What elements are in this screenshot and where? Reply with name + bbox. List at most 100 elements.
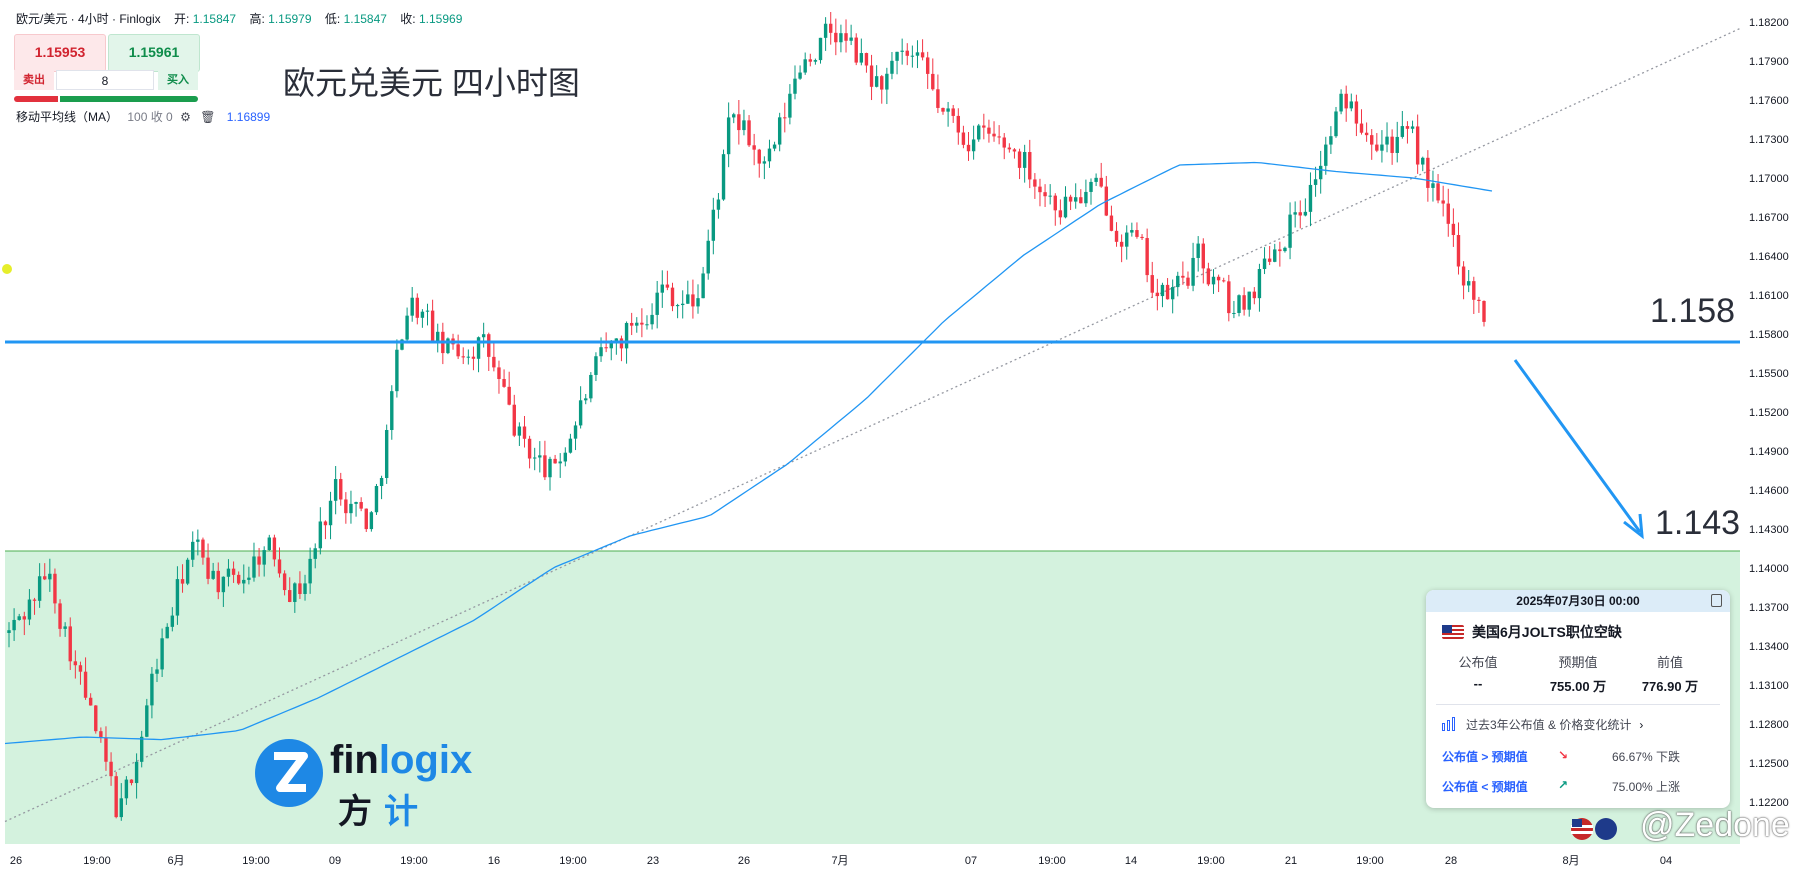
y-tick-label: 1.16700 — [1749, 212, 1789, 224]
candle-body — [456, 344, 460, 357]
candle-body — [502, 379, 506, 387]
currency-flags-icon — [1571, 818, 1617, 840]
candle-body — [272, 537, 277, 560]
settings-icon[interactable]: ⚙ — [180, 110, 191, 124]
candle-body — [1007, 147, 1012, 150]
candle-body — [946, 108, 950, 112]
candle-body — [1324, 144, 1328, 166]
bid-box[interactable]: 1.15953 — [14, 34, 106, 72]
candle-body — [783, 117, 787, 119]
candle-body — [1222, 280, 1226, 282]
candle-body — [1068, 196, 1073, 202]
candle-body — [1237, 295, 1241, 313]
candle-body — [430, 310, 435, 341]
candle-body — [1262, 258, 1267, 269]
candle-body — [691, 294, 695, 307]
candle-body — [1130, 230, 1134, 233]
y-tick-label: 1.13700 — [1749, 602, 1789, 614]
candle-body — [752, 145, 756, 150]
delete-icon[interactable]: 🗑 — [200, 110, 216, 124]
candle-body — [1257, 268, 1262, 299]
x-tick-label: 26 — [738, 855, 750, 867]
quantity-input[interactable]: 8 — [56, 70, 154, 90]
candle-body — [1017, 151, 1022, 168]
candle-body — [1125, 232, 1129, 247]
candle-body — [83, 671, 88, 698]
stats-link[interactable]: 过去3年公布值 & 价格变化统计 › — [1442, 716, 1643, 733]
candle-body — [43, 576, 47, 580]
x-tick-label: 14 — [1125, 855, 1137, 867]
candle-body — [1400, 126, 1405, 137]
candle-body — [895, 51, 899, 61]
clipboard-icon[interactable] — [1711, 594, 1722, 607]
candle-body — [1380, 144, 1384, 151]
candle-body — [446, 338, 450, 354]
candle-body — [553, 458, 557, 464]
candle-body — [604, 347, 608, 349]
candle-body — [1119, 241, 1124, 247]
y-tick-label: 1.15800 — [1749, 329, 1789, 341]
candle-body — [405, 315, 409, 340]
candle-body — [670, 287, 675, 307]
candle-body — [793, 78, 797, 94]
finlogix-logo-icon — [255, 739, 323, 807]
candle-body — [1364, 132, 1369, 136]
candle-body — [1267, 258, 1272, 262]
candle-body — [880, 76, 884, 90]
symbol-label[interactable]: 欧元/美元 · 4小时 · Finlogix — [16, 12, 161, 26]
candle-body — [675, 305, 680, 307]
sell-button[interactable]: 卖出 — [14, 70, 54, 90]
candle-body — [548, 458, 552, 478]
candle-body — [1242, 295, 1246, 310]
candle-body — [527, 438, 532, 459]
y-axis: 1.18200 1.17900 1.17600 1.17300 1.17000 1.167… — [1749, 17, 1789, 809]
candle-body — [997, 136, 1001, 138]
candle-body — [543, 455, 547, 478]
x-tick-label: 26 — [10, 855, 22, 867]
candle-body — [982, 125, 986, 128]
candle-body — [1385, 136, 1389, 145]
ask-box[interactable]: 1.15961 — [108, 34, 200, 72]
candle-body — [1079, 197, 1083, 204]
x-tick-label: 23 — [647, 855, 659, 867]
candle-body — [1370, 135, 1374, 145]
candle-body — [236, 574, 241, 584]
candle-body — [1170, 287, 1175, 300]
buy-button[interactable]: 买入 — [158, 70, 198, 90]
candle-body — [905, 50, 909, 56]
candle-body — [624, 322, 629, 349]
x-tick-label: 16 — [488, 855, 500, 867]
indicator-legend[interactable]: 移动平均线（MA） 100 收 0 ⚙ 🗑 1.16899 — [16, 108, 270, 125]
candle-body — [145, 705, 149, 737]
candle-body — [711, 209, 716, 241]
x-tick-label: 28 — [1445, 855, 1457, 867]
candle-body — [277, 559, 282, 574]
alert-marker-icon[interactable] — [2, 264, 12, 274]
candle-body — [379, 478, 384, 486]
candle-body — [27, 599, 32, 620]
candle-body — [589, 374, 593, 399]
candle-body — [839, 33, 843, 43]
actual-value: -- — [1473, 676, 1483, 691]
economic-event-card[interactable]: 2025年07月30日 00:00 美国6月JOLTS职位空缺 公布值 预期值 … — [1426, 590, 1730, 808]
low-label: 低: — [324, 12, 341, 26]
candle-body — [966, 144, 971, 152]
y-tick-label: 1.16100 — [1749, 290, 1789, 302]
candle-body — [165, 626, 169, 639]
bid-price: 1.15953 — [34, 44, 86, 60]
x-tick-label: 09 — [329, 855, 341, 867]
candle-body — [925, 57, 930, 74]
candle-body — [262, 550, 266, 565]
x-tick-label: 6月 — [167, 855, 184, 867]
candle-body — [665, 284, 670, 288]
candle-body — [890, 60, 894, 74]
candle-body — [992, 133, 996, 137]
candle-body — [1410, 126, 1415, 129]
candle-body — [568, 438, 573, 453]
candle-body — [303, 583, 307, 595]
candle-body — [384, 429, 389, 479]
candle-body — [1053, 195, 1057, 211]
candle-body — [573, 425, 578, 439]
candle-body — [696, 298, 700, 307]
x-axis: 26 19:00 6月 19:00 09 19:00 16 19:00 23 26 7月 07 19:0… — [10, 855, 1672, 867]
